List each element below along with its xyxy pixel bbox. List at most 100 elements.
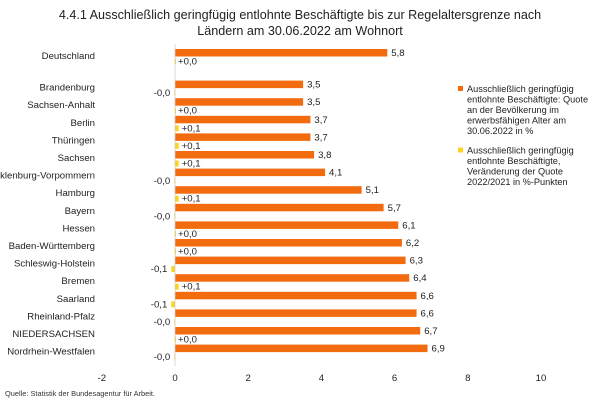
bar-change xyxy=(175,160,179,167)
bar-quote xyxy=(175,221,399,229)
category-label: Sachsen xyxy=(58,153,95,164)
category-label: Schleswig-Holstein xyxy=(14,259,95,270)
data-label-quote: 6,1 xyxy=(402,220,415,231)
bar-quote xyxy=(175,80,304,89)
data-label-quote: 5,7 xyxy=(388,203,401,214)
bar-change xyxy=(175,107,176,114)
data-label-change: +0,1 xyxy=(182,141,201,152)
data-label-change: +0,0 xyxy=(178,247,197,258)
bar-change xyxy=(175,283,179,290)
category-label: Saarland xyxy=(57,294,95,305)
data-label-quote: 3,7 xyxy=(314,132,327,143)
legend-label: 30.06.2022 in % xyxy=(467,126,533,136)
bar-quote xyxy=(175,186,362,194)
category-label: Mecklenburg-Vorpommern xyxy=(0,171,95,182)
category-label: Brandenburg xyxy=(40,83,95,94)
bar-quote xyxy=(175,256,406,265)
bar-change xyxy=(175,248,176,255)
bar-change xyxy=(171,266,175,273)
chart-title-line-1: 4.4.1 Ausschließlich geringfügig entlohn… xyxy=(59,8,541,22)
bar-change xyxy=(175,125,179,132)
data-label-quote: 3,5 xyxy=(307,97,320,108)
category-label: Hessen xyxy=(62,223,95,234)
source-note: Quelle: Statistik der Bundesagentur für … xyxy=(5,389,155,398)
data-label-quote: 6,9 xyxy=(432,344,445,355)
legend-label: Ausschließlich geringfügig xyxy=(467,84,574,94)
bar-quote xyxy=(175,239,402,247)
data-label-quote: 3,7 xyxy=(314,115,327,126)
bar-change xyxy=(175,230,176,237)
x-tick-label: 10 xyxy=(536,373,547,384)
data-label-change: +0,1 xyxy=(182,282,201,293)
bar-change xyxy=(175,195,179,202)
data-label-change: +0,0 xyxy=(178,335,197,346)
bar-quote xyxy=(175,133,311,141)
data-label-change: +0,1 xyxy=(182,194,201,205)
data-label-quote: 3,5 xyxy=(307,80,320,91)
category-label: Sachsen-Anhalt xyxy=(27,100,95,111)
bar-change xyxy=(171,301,175,308)
plot-area: Deutschland 5,8 +0,0 Brandenburg 3,5 -0,0 Sach… xyxy=(0,44,445,366)
x-tick-label: 2 xyxy=(246,373,251,384)
category-label: Thüringen xyxy=(52,135,95,146)
data-label-quote: 5,8 xyxy=(391,48,404,59)
legend-label: erwerbsfähigen Alter am xyxy=(467,116,566,126)
bar-quote xyxy=(175,151,315,159)
data-label-change: -0,0 xyxy=(154,352,171,363)
bar-quote xyxy=(175,344,428,353)
data-label-change: -0,1 xyxy=(151,264,168,275)
bar-quote xyxy=(175,327,421,335)
bar-quote xyxy=(175,309,417,317)
x-tick-label: 8 xyxy=(465,373,470,384)
data-label-quote: 6,2 xyxy=(406,238,419,249)
data-label-change: -0,0 xyxy=(154,317,171,328)
data-label-change: +0,0 xyxy=(178,57,197,68)
legend-label: Ausschließlich geringfügig xyxy=(467,146,574,156)
bar-quote xyxy=(175,98,304,106)
data-label-change: -0,0 xyxy=(154,88,171,99)
data-label-change: +0,1 xyxy=(182,159,201,170)
data-label-quote: 5,1 xyxy=(366,185,379,196)
x-tick-label: 0 xyxy=(172,373,177,384)
data-label-change: +0,0 xyxy=(178,229,197,240)
category-label: Deutschland xyxy=(42,51,95,62)
x-axis: -2 0 2 4 6 8 10 xyxy=(98,373,547,384)
legend-swatch xyxy=(458,147,463,153)
data-label-quote: 3,8 xyxy=(318,150,331,161)
bar-change xyxy=(175,58,176,65)
category-label: Bayern xyxy=(65,206,95,217)
data-label-quote: 6,6 xyxy=(421,291,434,302)
bar-quote xyxy=(175,291,417,300)
legend-label: entlohnte Beschäftigte, xyxy=(467,156,560,166)
data-label-quote: 4,1 xyxy=(329,168,342,179)
data-label-quote: 6,6 xyxy=(421,308,434,319)
category-label: Bremen xyxy=(61,276,95,287)
category-label: Baden-Württemberg xyxy=(9,241,95,252)
chart-title-line-2: Ländern am 30.06.2022 am Wohnort xyxy=(197,24,403,38)
bar-change xyxy=(175,336,176,343)
x-tick-label: 6 xyxy=(392,373,397,384)
bar-change xyxy=(175,142,179,149)
bar-quote xyxy=(175,203,384,212)
data-label-change: +0,1 xyxy=(182,123,201,134)
data-label-change: -0,1 xyxy=(151,299,168,310)
bar-quote xyxy=(175,115,311,124)
x-tick-label: 4 xyxy=(319,373,325,384)
data-label-change: -0,0 xyxy=(154,211,171,222)
legend-label: entlohnte Beschäftigte: Quote xyxy=(467,95,588,105)
data-label-quote: 6,7 xyxy=(424,326,437,337)
legend-swatch xyxy=(458,86,463,91)
category-label: Nordrhein-Westfalen xyxy=(7,347,95,358)
category-label: Rheinland-Pfalz xyxy=(27,311,95,322)
legend-label: 2022/2021 in %-Punkten xyxy=(467,177,568,187)
category-label: Hamburg xyxy=(56,188,95,199)
category-label: Berlin xyxy=(70,118,95,129)
bar-quote xyxy=(175,49,388,57)
legend-label: an der Bevölkerung im xyxy=(467,105,559,115)
x-tick-label: -2 xyxy=(98,373,107,384)
data-label-change: +0,0 xyxy=(178,106,197,117)
legend-label: Veränderung der Quote xyxy=(467,167,563,177)
data-label-quote: 6,3 xyxy=(410,256,423,267)
